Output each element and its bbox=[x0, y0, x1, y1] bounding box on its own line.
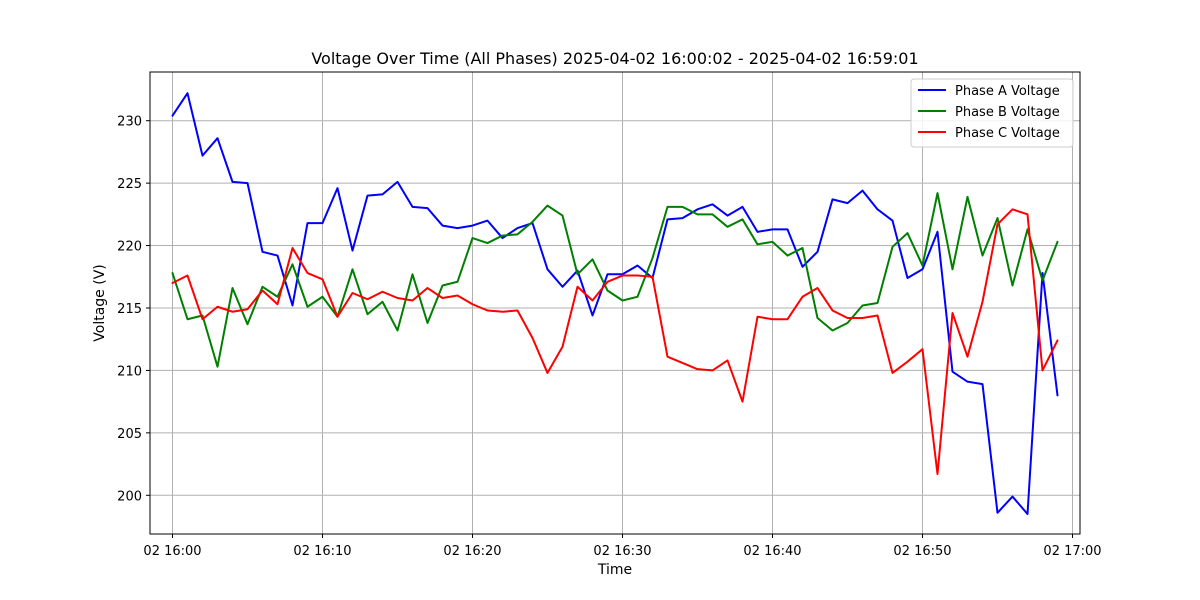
y-axis-ticks: 200 205 210 215 220 225 230 bbox=[117, 115, 150, 504]
y-tick-label: 205 bbox=[117, 427, 142, 442]
legend-label-phase-a: Phase A Voltage bbox=[955, 84, 1060, 99]
x-tick-label: 02 16:00 bbox=[143, 544, 201, 559]
x-tick-label: 02 17:00 bbox=[1043, 544, 1101, 559]
y-tick-label: 230 bbox=[117, 115, 142, 130]
legend-label-phase-c: Phase C Voltage bbox=[955, 126, 1060, 141]
series-line-phase-b bbox=[171, 192, 1059, 368]
y-tick-label: 210 bbox=[117, 364, 142, 379]
legend-label-phase-b: Phase B Voltage bbox=[955, 105, 1060, 120]
plot-area-frame bbox=[149, 71, 1081, 535]
y-axis-label: Voltage (V) bbox=[92, 264, 108, 341]
x-tick-label: 02 16:40 bbox=[743, 544, 801, 559]
x-axis-label: Time bbox=[597, 562, 632, 578]
series-line-phase-a bbox=[171, 92, 1059, 516]
y-tick-label: 220 bbox=[117, 240, 142, 255]
y-tick-label: 215 bbox=[117, 302, 142, 317]
legend-box bbox=[910, 78, 1074, 148]
legend: Phase A Voltage Phase B Voltage Phase C Vo… bbox=[910, 78, 1074, 148]
y-tick-label: 200 bbox=[117, 489, 142, 504]
x-axis-ticks: 02 16:00 02 16:10 02 16:20 02 16:30 02 16:40… bbox=[143, 534, 1102, 559]
y-tick-label: 225 bbox=[117, 177, 142, 192]
x-tick-label: 02 16:30 bbox=[593, 544, 651, 559]
x-tick-label: 02 16:20 bbox=[443, 544, 501, 559]
legend-entries: Phase A Voltage Phase B Voltage Phase C Vo… bbox=[918, 84, 1060, 141]
series-layer bbox=[171, 92, 1059, 516]
x-tick-label: 02 16:10 bbox=[293, 544, 351, 559]
x-tick-label: 02 16:50 bbox=[893, 544, 951, 559]
chart-title: Voltage Over Time (All Phases) 2025-04-0… bbox=[311, 49, 918, 68]
series-line-phase-c bbox=[171, 208, 1059, 476]
